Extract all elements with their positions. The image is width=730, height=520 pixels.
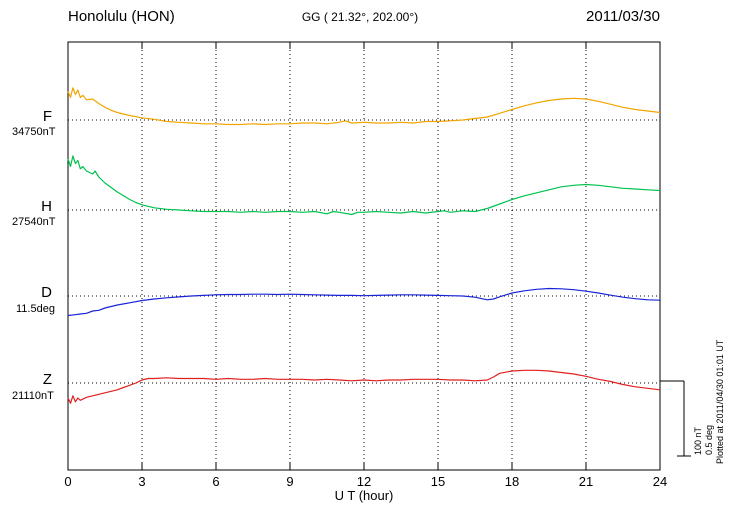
series-baseline-value-f: 34750nT xyxy=(12,126,56,138)
x-tick-label: 18 xyxy=(505,474,519,489)
geographic-coords: GG ( 21.32°, 202.00°) xyxy=(302,10,418,24)
series-baseline-value-z: 21110nT xyxy=(12,390,54,402)
plot-date: 2011/03/30 xyxy=(586,8,660,25)
x-tick-label: 12 xyxy=(357,474,371,489)
series-baseline-value-h: 27540nT xyxy=(12,216,56,228)
series-label-f: F xyxy=(43,108,52,125)
x-tick-label: 6 xyxy=(212,474,219,489)
amplitude-scalebar xyxy=(660,380,691,457)
series-label-z: Z xyxy=(43,371,52,388)
plot-area: 0 3 6 9 12 15 18 21 24 xyxy=(64,42,667,489)
trace-H xyxy=(67,155,661,216)
x-axis-title: U T (hour) xyxy=(335,488,394,503)
scalebar-label-nt: 100 nT xyxy=(693,426,703,455)
trace-D xyxy=(67,287,661,317)
x-tick-label: 9 xyxy=(286,474,293,489)
trace-F xyxy=(67,87,661,126)
x-tick-label: 24 xyxy=(653,474,667,489)
series-label-d: D xyxy=(41,284,52,301)
x-tick-label: 21 xyxy=(579,474,593,489)
trace-Z xyxy=(67,369,661,404)
series-label-h: H xyxy=(41,198,52,215)
x-tick-label: 0 xyxy=(64,474,71,489)
scalebar-label-deg: 0.5 deg xyxy=(704,425,714,455)
x-tick-label: 15 xyxy=(431,474,445,489)
series-baseline-value-d: 11.5deg xyxy=(16,303,55,315)
station-title: Honolulu (HON) xyxy=(68,8,175,25)
x-tick-label: 3 xyxy=(138,474,145,489)
plotted-at-note: Plotted at 2011/04/30 01:01 UT xyxy=(715,339,725,464)
